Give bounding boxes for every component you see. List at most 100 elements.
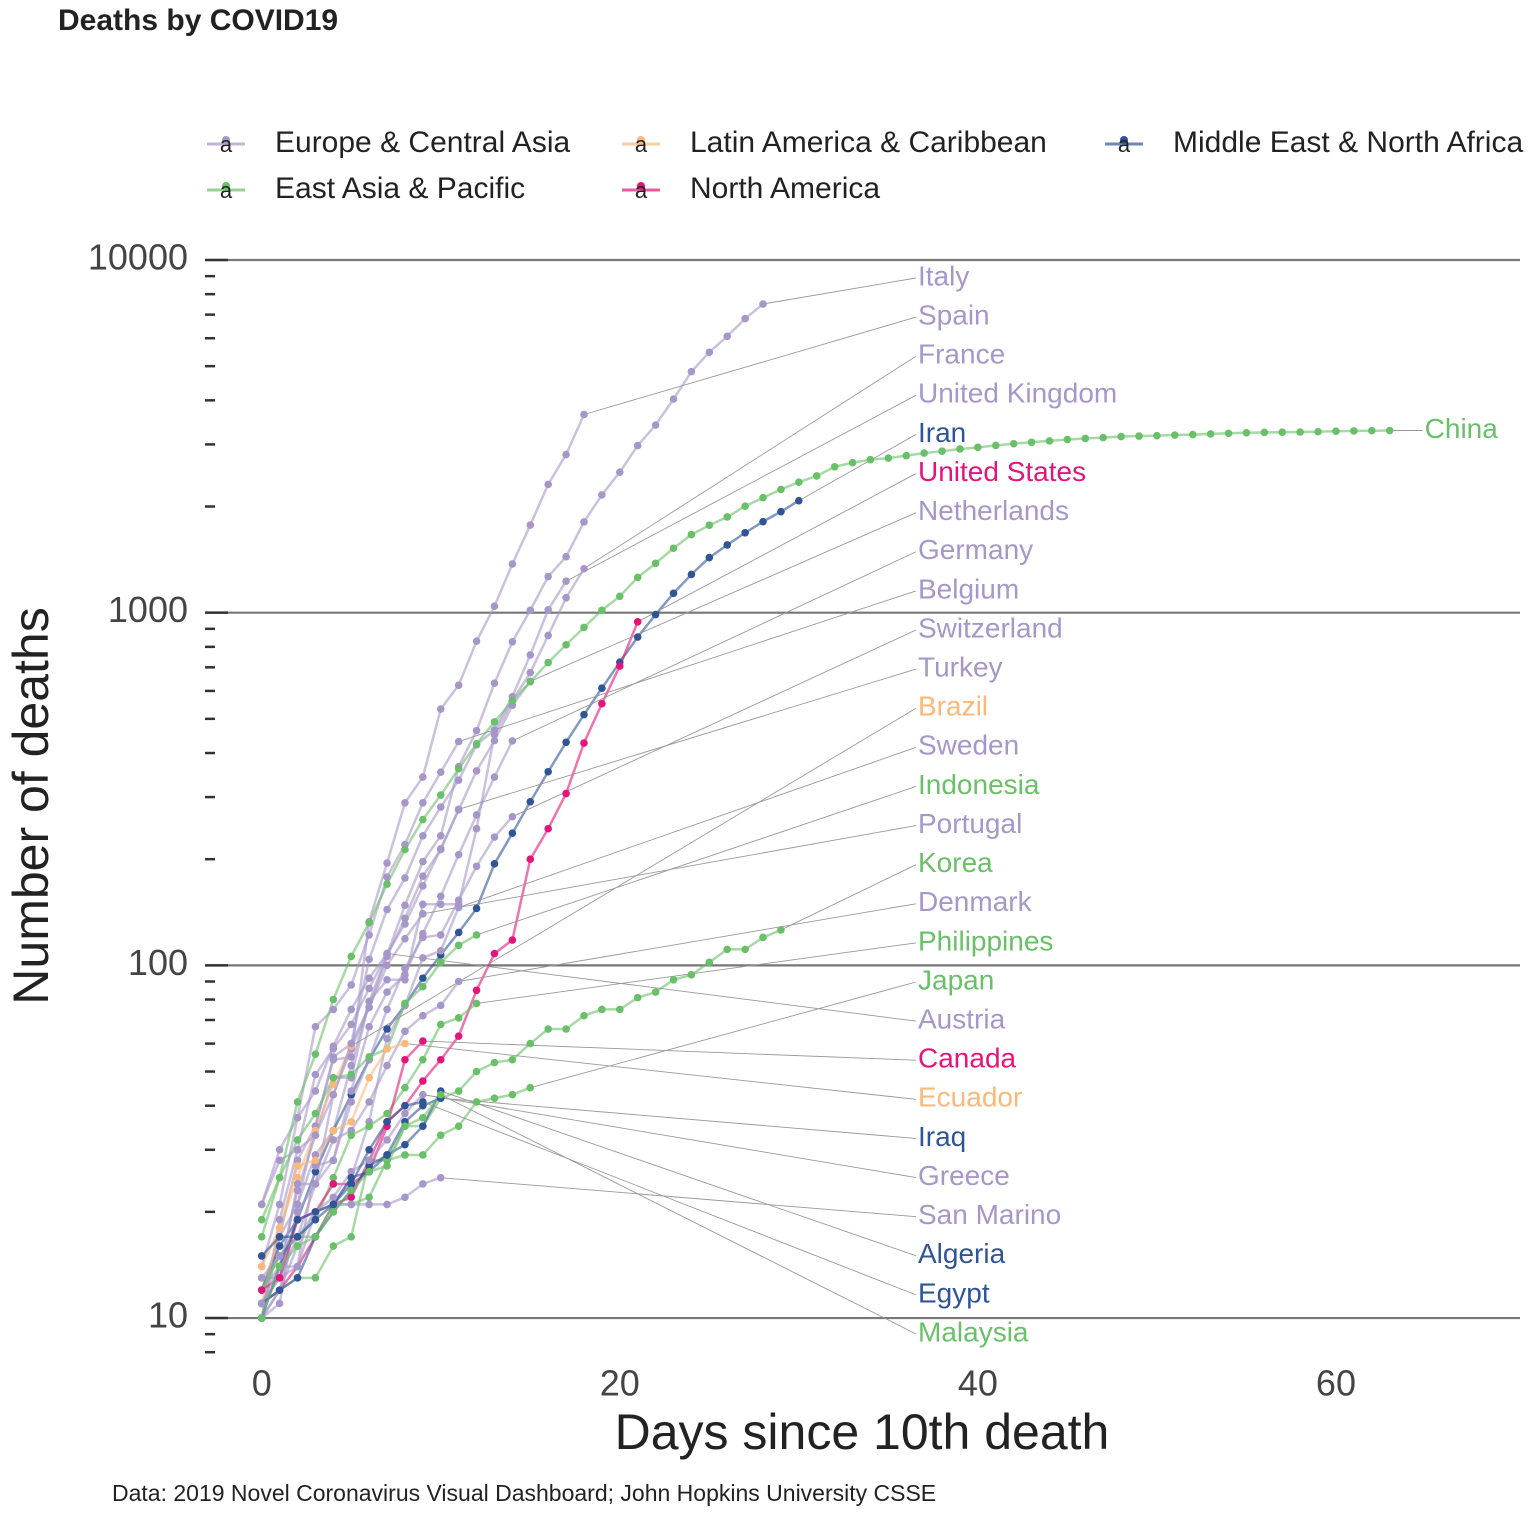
point bbox=[741, 502, 749, 511]
point bbox=[633, 633, 642, 641]
point bbox=[347, 1070, 356, 1079]
point bbox=[1367, 426, 1376, 435]
point bbox=[651, 559, 660, 568]
series-label: San Marino bbox=[918, 1199, 1061, 1230]
point bbox=[526, 797, 535, 806]
legend-key-point bbox=[637, 182, 645, 190]
point bbox=[454, 737, 463, 746]
point bbox=[759, 933, 767, 942]
point bbox=[401, 1027, 409, 1036]
point bbox=[365, 1162, 373, 1170]
legend-label: Middle East & North Africa bbox=[1173, 126, 1523, 159]
point bbox=[365, 1145, 373, 1154]
series-label: Spain bbox=[918, 300, 990, 331]
point bbox=[615, 1005, 624, 1014]
point bbox=[383, 1151, 391, 1159]
point bbox=[562, 450, 570, 459]
point bbox=[383, 1005, 391, 1014]
point bbox=[311, 1151, 320, 1159]
point bbox=[311, 1022, 320, 1031]
point bbox=[812, 472, 821, 480]
series-label: United Kingdom bbox=[918, 378, 1117, 409]
point bbox=[508, 1090, 517, 1099]
point bbox=[383, 1136, 391, 1144]
point bbox=[544, 631, 552, 640]
point bbox=[759, 493, 767, 502]
legend-key-point bbox=[1120, 136, 1128, 144]
point bbox=[651, 421, 660, 429]
point bbox=[454, 1014, 463, 1022]
point bbox=[490, 726, 499, 734]
point bbox=[347, 1232, 356, 1241]
point bbox=[472, 1098, 481, 1106]
point bbox=[454, 1122, 463, 1130]
point bbox=[365, 1122, 373, 1130]
legend-key-point bbox=[637, 136, 645, 144]
connector bbox=[798, 434, 917, 502]
point bbox=[598, 699, 606, 708]
point bbox=[490, 679, 499, 688]
point bbox=[419, 773, 427, 781]
point bbox=[1063, 435, 1072, 444]
point bbox=[347, 1118, 356, 1126]
point bbox=[669, 544, 678, 553]
legend-label: Latin America & Caribbean bbox=[690, 126, 1047, 159]
point bbox=[329, 1073, 338, 1082]
point bbox=[472, 999, 481, 1008]
point bbox=[454, 896, 463, 905]
point bbox=[1045, 437, 1054, 445]
point bbox=[347, 952, 356, 961]
point bbox=[526, 668, 535, 677]
point bbox=[347, 1039, 356, 1048]
point bbox=[544, 658, 552, 667]
point bbox=[454, 1032, 463, 1040]
point bbox=[419, 815, 427, 824]
point bbox=[1278, 428, 1287, 436]
point bbox=[293, 1162, 302, 1170]
point bbox=[580, 518, 588, 526]
point bbox=[454, 764, 463, 773]
point bbox=[526, 521, 535, 529]
point bbox=[938, 447, 946, 455]
point bbox=[454, 928, 463, 937]
point bbox=[419, 900, 427, 909]
connector bbox=[440, 1097, 917, 1139]
point bbox=[436, 1020, 445, 1029]
point bbox=[436, 791, 445, 799]
point bbox=[365, 974, 373, 982]
legend-label: Europe & Central Asia bbox=[275, 126, 570, 159]
point bbox=[401, 964, 409, 973]
point bbox=[562, 552, 570, 561]
point bbox=[454, 903, 463, 912]
point bbox=[436, 1131, 445, 1139]
point bbox=[472, 986, 481, 995]
point bbox=[293, 1208, 302, 1216]
point bbox=[436, 832, 445, 840]
point bbox=[365, 1098, 373, 1106]
point bbox=[1081, 434, 1090, 443]
point bbox=[401, 920, 409, 928]
point bbox=[687, 530, 696, 539]
connector bbox=[583, 355, 917, 570]
legend-key-letter: a bbox=[220, 178, 233, 203]
point bbox=[347, 1193, 356, 1202]
point bbox=[401, 901, 409, 910]
point bbox=[419, 1037, 427, 1045]
point bbox=[419, 1077, 427, 1085]
point bbox=[580, 710, 588, 719]
point bbox=[1350, 427, 1358, 435]
point bbox=[508, 936, 517, 944]
point bbox=[311, 1156, 320, 1165]
point bbox=[454, 776, 463, 784]
point bbox=[401, 914, 409, 923]
legend-key-letter: a bbox=[1118, 132, 1131, 157]
point bbox=[956, 445, 964, 453]
point bbox=[705, 521, 714, 530]
point bbox=[257, 1215, 266, 1224]
point bbox=[383, 1044, 391, 1053]
point bbox=[508, 737, 517, 745]
series-line bbox=[260, 740, 460, 1267]
point bbox=[311, 1050, 320, 1058]
point bbox=[1332, 427, 1340, 436]
